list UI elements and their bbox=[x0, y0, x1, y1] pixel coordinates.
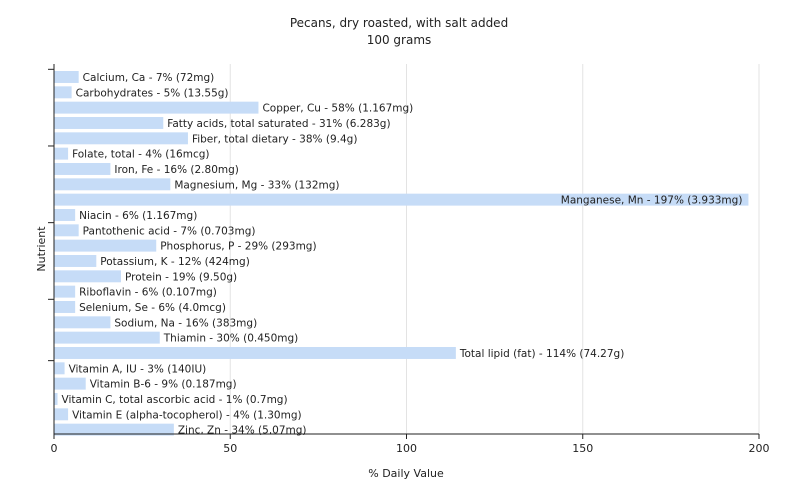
bar bbox=[54, 347, 456, 359]
gridlines bbox=[229, 64, 760, 434]
bar bbox=[54, 224, 79, 237]
bar-label: Riboflavin - 6% (0.107mg) bbox=[79, 287, 217, 299]
bar-label: Vitamin E (alpha-tocopherol) - 4% (1.30m… bbox=[72, 409, 302, 421]
x-axis-title: % Daily Value bbox=[368, 467, 444, 480]
bar bbox=[54, 362, 65, 375]
bar-label: Niacin - 6% (1.167mg) bbox=[79, 210, 197, 222]
bar bbox=[54, 117, 164, 129]
bar bbox=[54, 101, 259, 114]
bar-label: Vitamin A, IU - 3% (140IU) bbox=[69, 363, 207, 375]
bar-label: Vitamin C, total ascorbic acid - 1% (0.7… bbox=[62, 394, 288, 406]
bar-label: Carbohydrates - 5% (13.55g) bbox=[76, 87, 229, 99]
bar bbox=[54, 270, 121, 283]
bar bbox=[54, 193, 749, 206]
bar-label: Phosphorus, P - 29% (293mg) bbox=[160, 241, 316, 253]
bar bbox=[54, 71, 79, 83]
bar bbox=[54, 423, 174, 436]
bar-label: Vitamin B-6 - 9% (0.187mg) bbox=[90, 379, 237, 391]
bar-label: Magnesium, Mg - 33% (132mg) bbox=[174, 179, 339, 191]
bar bbox=[54, 147, 69, 160]
bar bbox=[54, 209, 76, 221]
x-tick-label: 150 bbox=[572, 442, 593, 455]
bar bbox=[54, 377, 86, 390]
bar bbox=[54, 239, 157, 252]
bar-label: Potassium, K - 12% (424mg) bbox=[100, 256, 250, 268]
bar bbox=[54, 408, 69, 421]
x-ticks: 0 50 100 150 200 bbox=[51, 434, 770, 455]
x-tick-label: 50 bbox=[223, 442, 237, 455]
bar bbox=[54, 86, 72, 99]
bar-label: Fiber, total dietary - 38% (9.4g) bbox=[192, 133, 357, 145]
bar-series: Calcium, Ca - 7% (72mg) Carbohydrates - 5… bbox=[54, 71, 749, 437]
bar bbox=[54, 163, 111, 175]
bar-label: Manganese, Mn - 197% (3.933mg) bbox=[561, 195, 743, 207]
bar bbox=[54, 393, 58, 405]
bar bbox=[54, 285, 76, 298]
bar bbox=[54, 132, 188, 145]
bar-label: Iron, Fe - 16% (2.80mg) bbox=[114, 164, 238, 176]
bar-label: Protein - 19% (9.50g) bbox=[125, 271, 237, 283]
bar bbox=[54, 178, 171, 191]
bar-label: Pantothenic acid - 7% (0.703mg) bbox=[83, 225, 256, 237]
bar bbox=[54, 255, 97, 267]
bar bbox=[54, 316, 111, 329]
bar-label: Calcium, Ca - 7% (72mg) bbox=[83, 72, 215, 84]
bar-label: Fatty acids, total saturated - 31% (6.28… bbox=[167, 118, 390, 130]
bar-label: Selenium, Se - 6% (4.0mcg) bbox=[79, 302, 226, 314]
x-tick-label: 200 bbox=[749, 442, 770, 455]
chart-subtitle: 100 grams bbox=[367, 33, 432, 47]
x-tick-label: 0 bbox=[51, 442, 58, 455]
y-axis-title: Nutrient bbox=[35, 226, 48, 272]
x-tick-label: 100 bbox=[396, 442, 417, 455]
bar-label: Total lipid (fat) - 114% (74.27g) bbox=[459, 348, 624, 360]
bar bbox=[54, 331, 160, 344]
bar-label: Copper, Cu - 58% (1.167mg) bbox=[262, 103, 413, 115]
bar-label: Sodium, Na - 16% (383mg) bbox=[114, 317, 257, 329]
bar-label: Thiamin - 30% (0.450mg) bbox=[163, 333, 299, 345]
bar-label: Zinc, Zn - 34% (5.07mg) bbox=[178, 425, 307, 437]
bar bbox=[54, 301, 76, 313]
chart-title: Pecans, dry roasted, with salt added bbox=[290, 16, 508, 30]
bar-label: Folate, total - 4% (16mcg) bbox=[72, 149, 209, 161]
